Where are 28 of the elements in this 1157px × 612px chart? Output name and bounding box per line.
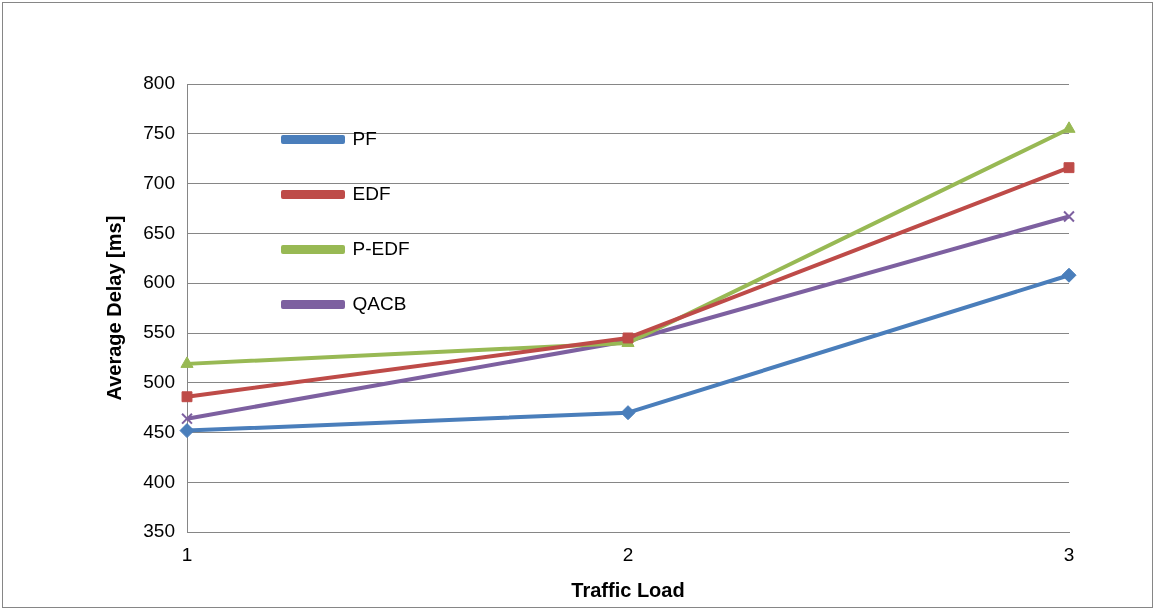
point (1062, 121, 1076, 133)
point (1063, 210, 1075, 223)
x-tick-label: 1 (181, 543, 193, 565)
y-tick-label: 700 (143, 171, 175, 193)
y-tick-label: 550 (143, 321, 175, 343)
y-tick-label: 350 (143, 520, 175, 542)
legend-label: QACB (352, 292, 407, 314)
y-axis-title: Average Delay [ms] (102, 215, 125, 401)
legend-label: PF (352, 127, 377, 149)
y-tick-label: 500 (143, 371, 175, 393)
y-tick-label: 400 (143, 470, 175, 492)
y-tick-label: 600 (143, 271, 175, 293)
point (179, 423, 195, 439)
y-tick-label: 650 (143, 221, 175, 243)
point (181, 391, 193, 403)
legend-label: P-EDF (352, 237, 410, 259)
point (620, 405, 636, 421)
x-axis-title: Traffic Load (571, 578, 685, 601)
point (181, 412, 193, 425)
point (180, 356, 194, 368)
legend-label: EDF (352, 182, 391, 204)
point (1061, 267, 1077, 283)
y-tick-label: 450 (143, 420, 175, 442)
y-tick-label: 800 (143, 72, 175, 94)
y-tick-label: 750 (143, 122, 175, 144)
x-tick-label: 3 (1063, 543, 1075, 565)
point (1063, 162, 1075, 174)
x-tick-label: 2 (622, 543, 634, 565)
